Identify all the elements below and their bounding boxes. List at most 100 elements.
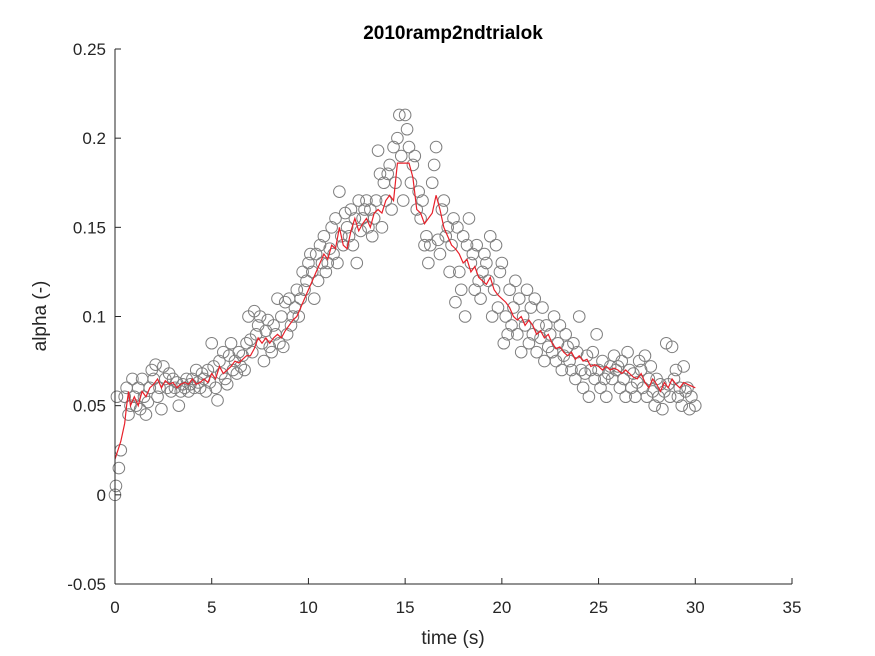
data-point [615,354,629,368]
x-tick-label: 25 [589,598,608,617]
data-point [656,402,669,416]
data-point [335,229,348,243]
y-axis-label: alpha (-) [30,281,51,352]
data-point [143,381,157,395]
data-point [454,283,468,297]
data-point [151,390,164,404]
y-tick-label: 0 [97,486,106,505]
line-series [114,162,696,460]
data-point [253,310,267,323]
data-point [209,381,222,395]
data-point [592,363,605,377]
data-point [590,328,603,341]
data-point [257,354,271,368]
x-axis-label: time (s) [421,628,484,649]
data-point [425,176,439,190]
data-point [375,221,389,234]
data-point [394,149,408,163]
data-point [112,461,126,475]
data-point [422,256,435,270]
data-point [514,345,528,359]
data-point [429,140,443,154]
data-point [456,229,470,243]
data-point [327,247,340,261]
data-point [520,283,534,297]
data-point [495,256,509,270]
data-point [373,167,387,181]
data-point [267,319,280,332]
data-point [319,265,333,279]
data-point [302,256,315,270]
data-point [385,203,398,216]
data-point [621,345,634,359]
data-point [344,203,358,216]
data-point [391,131,404,145]
data-point [141,395,155,409]
data-point [412,185,425,198]
data-point [238,363,251,377]
data-point [387,140,400,154]
data-point [507,301,520,314]
data-point [263,340,277,354]
data-point [400,122,414,136]
data-point [164,385,178,398]
data-point [333,185,346,198]
data-point [563,354,576,368]
data-point [511,328,524,341]
data-point [677,360,690,373]
data-point [627,367,640,380]
data-point [449,295,462,309]
data-point [410,203,424,216]
data-point [431,233,445,247]
data-point [404,176,418,190]
data-point [124,399,137,412]
data-point [526,328,540,341]
data-point [110,390,124,404]
data-point [518,319,532,332]
data-point [306,265,319,279]
data-point [122,408,135,421]
data-point [499,310,513,323]
data-point [427,158,441,172]
data-point [406,158,420,172]
data-point [348,212,362,225]
data-point [205,336,219,350]
data-point [418,238,431,252]
x-tick-label: 5 [207,598,216,617]
data-point [685,390,698,404]
data-point [512,292,526,305]
data-point [304,247,317,261]
data-point [273,336,286,350]
data-point [149,358,162,371]
data-point [369,194,383,207]
x-tick-label: 35 [783,598,802,617]
data-point [559,328,572,341]
y-tick-label: -0.05 [67,575,106,594]
data-point [420,229,433,243]
data-point [371,144,385,157]
data-point [294,292,307,305]
data-point [485,310,499,323]
data-point [441,221,455,234]
data-point [224,336,238,350]
data-point [534,331,547,345]
data-point [503,283,516,297]
data-point [447,212,460,225]
data-point [379,194,393,207]
data-point [364,203,377,216]
data-point [354,224,367,238]
data-point [565,363,578,377]
data-point [232,345,246,359]
data-point [350,256,364,270]
data-point [174,385,188,398]
data-point [600,390,613,404]
data-point [317,229,331,243]
data-point [555,363,569,377]
data-point [199,385,213,398]
data-point [278,295,292,309]
data-point [478,247,491,261]
data-point [462,212,476,225]
data-point [688,399,702,412]
data-point [296,265,309,279]
